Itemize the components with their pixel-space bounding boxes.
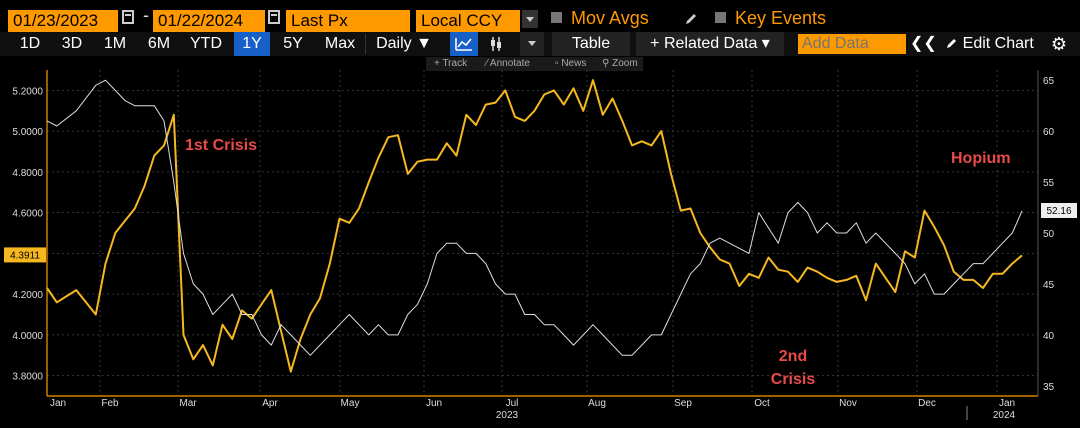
start-date-calendar-icon[interactable] bbox=[122, 10, 134, 24]
period-max[interactable]: Max bbox=[324, 35, 356, 52]
chart-tools-bar bbox=[426, 57, 643, 71]
annotate-label: Annotate bbox=[489, 58, 530, 69]
zoom-tool[interactable]: ⚲ Zoom bbox=[602, 58, 638, 69]
month-tick-label: Jul bbox=[506, 398, 519, 409]
divider bbox=[365, 34, 366, 54]
last-value-right-box bbox=[1041, 202, 1077, 218]
right-tick-label: 55 bbox=[1043, 178, 1055, 189]
left-tick-label: 4.6000 bbox=[12, 209, 43, 220]
annotate-tool[interactable]: ⁄ Annotate bbox=[486, 58, 530, 69]
annotation-hopium: Hopium bbox=[951, 150, 1011, 167]
related-data-button[interactable]: + Related Data ▾ bbox=[636, 32, 784, 56]
period-5y[interactable]: 5Y bbox=[283, 35, 303, 52]
last-value-left-label: 4.3911 bbox=[10, 250, 40, 261]
annotation-1st-crisis: 1st Crisis bbox=[185, 137, 257, 154]
year-tick-label: 2023 bbox=[496, 410, 519, 421]
mov-avgs-checkbox[interactable] bbox=[551, 12, 562, 23]
gear-icon[interactable]: ⚙ bbox=[1050, 34, 1068, 54]
key-events-checkbox[interactable] bbox=[715, 12, 726, 23]
period-1d[interactable]: 1D bbox=[19, 35, 41, 52]
news-label: News bbox=[561, 58, 587, 69]
annotation-2nd-crisis-line1: 2nd bbox=[779, 348, 807, 365]
month-tick-label: Jan bbox=[999, 398, 1015, 409]
year-tick-label: 2024 bbox=[993, 410, 1016, 421]
month-tick-label: May bbox=[341, 398, 360, 409]
month-tick-label: Nov bbox=[839, 398, 857, 409]
currency-selector[interactable]: Local CCY bbox=[416, 10, 520, 32]
frequency-dropdown[interactable]: Daily ▼ bbox=[376, 35, 432, 52]
left-tick-label: 4.2000 bbox=[12, 290, 43, 301]
chart-type-dropdown-icon[interactable] bbox=[520, 32, 544, 56]
series-line-primary bbox=[46, 79, 1023, 373]
period-ytd[interactable]: YTD bbox=[190, 35, 222, 52]
edit-chart-label: Edit Chart bbox=[962, 35, 1034, 52]
pencil-icon[interactable] bbox=[684, 12, 698, 26]
toolbar-top: 01/23/2023 - 01/22/2024 Last Px Local CC… bbox=[0, 0, 1080, 32]
end-date-calendar-icon[interactable] bbox=[268, 10, 280, 24]
left-tick-label: 3.8000 bbox=[12, 372, 43, 383]
currency-dropdown-icon[interactable] bbox=[522, 10, 538, 28]
month-tick-label: Sep bbox=[674, 398, 692, 409]
news-tool[interactable]: ▫ News bbox=[555, 58, 587, 69]
right-tick-label: 65 bbox=[1043, 76, 1055, 87]
track-tool[interactable]: + Track bbox=[434, 58, 468, 69]
right-tick-label: 35 bbox=[1043, 382, 1055, 393]
series-line-secondary bbox=[46, 79, 1023, 356]
left-tick-label: 4.0000 bbox=[12, 331, 43, 342]
period-1m[interactable]: 1M bbox=[103, 35, 127, 52]
table-button[interactable]: Table bbox=[552, 32, 630, 56]
left-tick-label: 4.8000 bbox=[12, 168, 43, 179]
gridlines bbox=[47, 70, 1038, 396]
zoom-label: Zoom bbox=[612, 58, 638, 69]
annotation-2nd-crisis-line2: Crisis bbox=[771, 371, 816, 388]
period-1y[interactable]: 1Y bbox=[234, 32, 270, 56]
last-value-right-label: 52.16 bbox=[1046, 206, 1071, 217]
track-label: Track bbox=[442, 58, 468, 69]
edit-pencil-icon bbox=[947, 39, 957, 48]
add-data-input[interactable] bbox=[798, 34, 906, 54]
period-6m[interactable]: 6M bbox=[147, 35, 171, 52]
period-3d[interactable]: 3D bbox=[61, 35, 83, 52]
month-tick-label: Feb bbox=[101, 398, 119, 409]
month-tick-label: Apr bbox=[262, 398, 278, 409]
candlestick-icon[interactable] bbox=[484, 32, 508, 56]
left-tick-label: 5.0000 bbox=[12, 127, 43, 138]
right-tick-label: 50 bbox=[1043, 229, 1055, 240]
field-selector[interactable]: Last Px bbox=[286, 10, 410, 32]
end-date-input[interactable]: 01/22/2024 bbox=[153, 10, 265, 32]
right-tick-label: 40 bbox=[1043, 331, 1055, 342]
month-tick-label: Dec bbox=[918, 398, 936, 409]
key-events-label[interactable]: Key Events bbox=[735, 8, 827, 28]
last-value-left-box bbox=[4, 247, 46, 263]
mov-avgs-label[interactable]: Mov Avgs bbox=[571, 8, 649, 28]
month-tick-label: Jun bbox=[426, 398, 442, 409]
collapse-icon[interactable]: ❮❮ bbox=[910, 35, 937, 52]
left-tick-label: 5.2000 bbox=[12, 86, 43, 97]
right-tick-label: 60 bbox=[1043, 127, 1055, 138]
start-date-input[interactable]: 01/23/2023 bbox=[8, 10, 118, 32]
month-tick-label: Mar bbox=[179, 398, 197, 409]
line-chart-icon[interactable] bbox=[450, 32, 478, 56]
month-tick-label: Jan bbox=[50, 398, 66, 409]
month-tick-label: Aug bbox=[588, 398, 606, 409]
right-tick-label: 45 bbox=[1043, 280, 1055, 291]
edit-chart-button[interactable]: Edit Chart bbox=[938, 32, 1042, 56]
month-tick-label: Oct bbox=[754, 398, 770, 409]
date-separator: - bbox=[143, 5, 149, 25]
